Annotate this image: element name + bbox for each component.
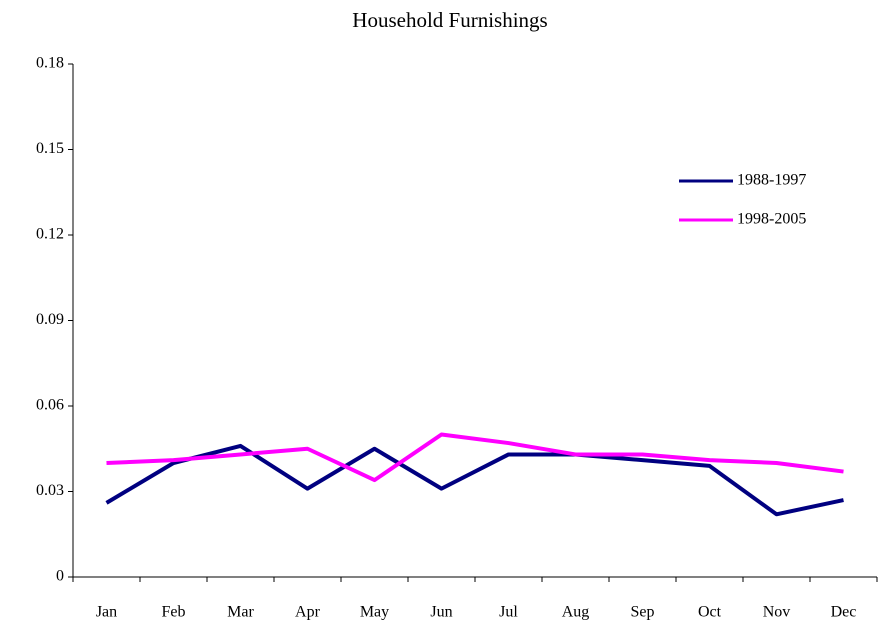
x-tick-label: Nov bbox=[763, 604, 791, 621]
x-tick-label: Jul bbox=[499, 604, 518, 621]
x-tick-label: Oct bbox=[698, 604, 722, 621]
x-tick-label: Apr bbox=[295, 604, 321, 621]
series-line bbox=[106, 432, 844, 483]
y-tick-label: 0.18 bbox=[36, 55, 64, 72]
x-tick-label: Sep bbox=[631, 604, 655, 621]
y-tick-label: 0.12 bbox=[36, 226, 64, 243]
y-tick-label: 0.15 bbox=[36, 140, 64, 157]
x-tick-label: Dec bbox=[831, 604, 857, 621]
x-tick-label: Mar bbox=[227, 604, 254, 621]
x-tick-label: Feb bbox=[162, 604, 186, 621]
x-tick-label: Jun bbox=[430, 604, 452, 621]
x-tick-label: May bbox=[360, 604, 389, 621]
legend-label: 1988-1997 bbox=[737, 172, 806, 189]
y-tick-label: 0.06 bbox=[36, 397, 64, 414]
x-tick-label: Aug bbox=[562, 604, 590, 621]
y-tick-label: 0.09 bbox=[36, 311, 64, 328]
x-tick-label: Jan bbox=[96, 604, 117, 621]
y-tick-label: 0.03 bbox=[36, 482, 64, 499]
series-line bbox=[105, 443, 844, 517]
chart-title: Household Furnishings bbox=[352, 8, 547, 32]
legend-label: 1998-2005 bbox=[737, 211, 806, 228]
y-tick-label: 0 bbox=[56, 568, 64, 585]
